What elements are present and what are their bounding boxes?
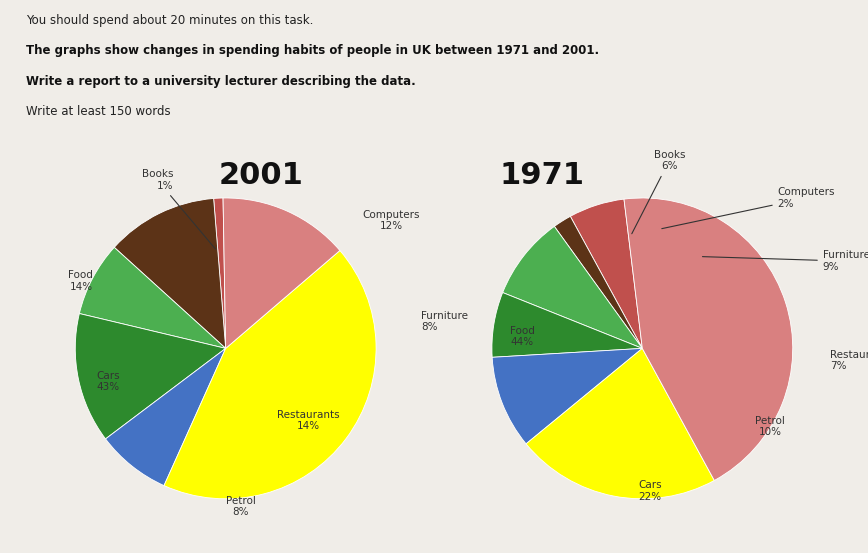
Text: You should spend about 20 minutes on this task.: You should spend about 20 minutes on thi…	[26, 14, 313, 27]
Wedge shape	[115, 199, 226, 348]
Text: Furniture
9%: Furniture 9%	[702, 251, 868, 272]
Text: Furniture
8%: Furniture 8%	[421, 311, 468, 332]
Text: Petrol
8%: Petrol 8%	[226, 495, 256, 517]
Text: Restaurants
7%: Restaurants 7%	[831, 349, 868, 371]
Text: Food
14%: Food 14%	[69, 270, 94, 291]
Text: The graphs show changes in spending habits of people in UK between 1971 and 2001: The graphs show changes in spending habi…	[26, 44, 599, 58]
Text: Write a report to a university lecturer describing the data.: Write a report to a university lecturer …	[26, 75, 416, 88]
Wedge shape	[526, 348, 714, 499]
Text: Cars
22%: Cars 22%	[638, 481, 661, 502]
Wedge shape	[570, 199, 642, 348]
Wedge shape	[624, 198, 792, 481]
Wedge shape	[223, 198, 340, 348]
Wedge shape	[492, 293, 642, 357]
Text: Computers
12%: Computers 12%	[362, 210, 420, 231]
Wedge shape	[214, 198, 226, 348]
Wedge shape	[76, 314, 226, 439]
Wedge shape	[555, 216, 642, 348]
Text: 1971: 1971	[499, 161, 584, 190]
Text: Computers
2%: Computers 2%	[661, 187, 835, 228]
Text: Restaurants
14%: Restaurants 14%	[277, 410, 339, 431]
Text: Petrol
10%: Petrol 10%	[755, 416, 786, 437]
Wedge shape	[503, 226, 642, 348]
Text: Books
1%: Books 1%	[141, 169, 215, 249]
Text: 2001: 2001	[218, 161, 303, 190]
Text: Books
6%: Books 6%	[632, 149, 685, 234]
Wedge shape	[164, 251, 376, 499]
Wedge shape	[492, 348, 642, 444]
Text: Write at least 150 words: Write at least 150 words	[26, 105, 171, 118]
Wedge shape	[79, 247, 226, 348]
Wedge shape	[106, 348, 226, 486]
Text: Cars
43%: Cars 43%	[96, 371, 120, 392]
Text: Food
44%: Food 44%	[510, 326, 535, 347]
